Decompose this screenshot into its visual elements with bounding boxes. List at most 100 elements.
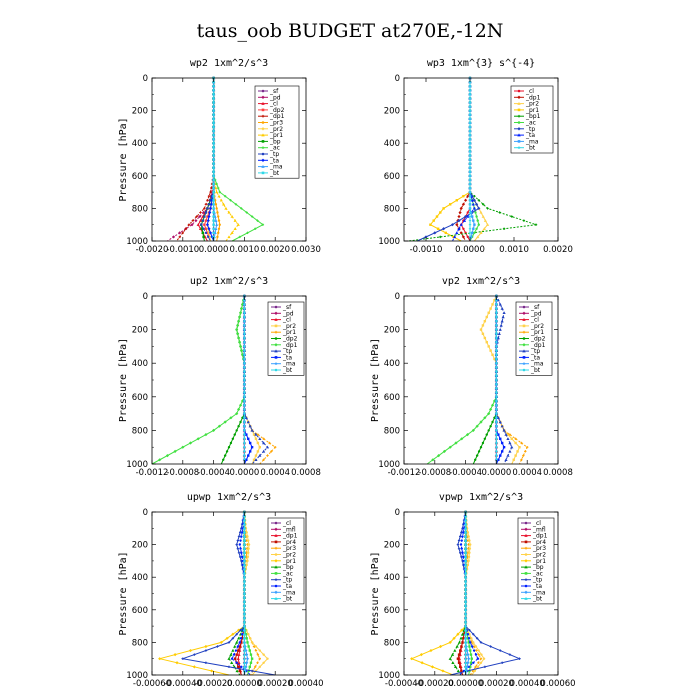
legend-item: _bt: [514, 145, 536, 152]
legend-item: _tp: [514, 126, 535, 133]
legend-label: _ma: [530, 361, 544, 368]
y-tick-label: 400: [132, 139, 148, 149]
y-tick-label: 600: [384, 606, 400, 616]
legend-item: _cl: [519, 317, 539, 324]
legend-label: _bt: [525, 145, 536, 152]
legend-label: _cl: [532, 520, 541, 527]
legend: _sf_pd_cl_dp2_dp1_pr3_pr2_pr1_bp_ac_tp_t…: [254, 85, 300, 179]
legend-label: _ta: [282, 354, 292, 361]
legend: _cl_mfl_dp1_pr4_pr3_pr2_pr1_bp_ac_tp_ta_…: [517, 517, 555, 605]
x-tick-label: 0.00000: [227, 679, 262, 689]
y-tick-label: 600: [384, 172, 400, 182]
legend-label: _dp1: [269, 113, 285, 120]
legend-item: _tp: [519, 348, 540, 355]
y-tick-label: 0: [395, 292, 400, 302]
legend-item: _ta: [519, 354, 540, 361]
legend-item: _ta: [258, 157, 279, 164]
legend-label: _pr2: [532, 552, 546, 559]
legend-item: _pr1: [258, 132, 283, 139]
series-line: [495, 295, 513, 465]
x-tick-label: -0.0012: [388, 468, 421, 478]
legend-label: _sf: [530, 304, 540, 311]
y-tick-label: 1000: [378, 671, 400, 681]
x-tick-label: -0.00040: [164, 679, 202, 689]
x-tick-label: 0.00020: [479, 679, 514, 689]
legend-label: _ta: [282, 583, 292, 590]
x-tick-label: 0.00040: [510, 679, 545, 689]
legend-item: _sf: [258, 88, 279, 95]
legend-item: _pr1: [521, 558, 546, 565]
legend-label: _ma: [269, 164, 283, 171]
panel-title: vpwp 1xm^2/s^3: [439, 492, 523, 503]
legend-item: _pd: [271, 310, 294, 317]
legend-item: _pr2: [271, 552, 296, 559]
legend-item: _cl: [258, 101, 278, 108]
panel-title: up2 1xm^2/s^3: [190, 276, 268, 287]
legend-item: _ac: [271, 570, 293, 577]
y-tick-label: 800: [384, 204, 400, 214]
legend-label: _ta: [269, 157, 279, 164]
legend-item: _bp: [258, 138, 281, 145]
legend-label: _tp: [282, 348, 292, 355]
series-bt: [495, 294, 498, 464]
legend-label: _pr3: [269, 120, 283, 127]
x-tick-label: 0.0000: [230, 468, 260, 478]
legend-item: _ma: [258, 164, 283, 171]
legend-label: _dp1: [532, 533, 548, 540]
legend-label: _ta: [532, 583, 542, 590]
legend-label: _dp2: [269, 107, 285, 114]
panel-title: upwp 1xm^2/s^3: [187, 492, 271, 503]
legend-label: _pd: [269, 94, 281, 101]
figure-title: taus_oob BUDGET at270E,-12N: [196, 20, 504, 42]
legend-item: _dp1: [521, 533, 548, 540]
x-tick-label: 0.0000: [455, 245, 485, 255]
y-tick-label: 200: [132, 541, 148, 551]
legend-label: _ta: [525, 132, 535, 139]
legend-label: _dp1: [282, 342, 298, 349]
legend-item: _mfl: [271, 526, 296, 533]
legend-item: _pr1: [271, 558, 296, 565]
legend-label: _ma: [282, 589, 296, 596]
y-tick-label: 200: [132, 107, 148, 117]
x-tick-label: 0.0010: [499, 245, 529, 255]
y-tick-label: 400: [384, 573, 400, 583]
y-tick-label: 0: [143, 74, 148, 84]
y-tick-label: 800: [132, 426, 148, 436]
y-tick-label: 400: [132, 359, 148, 369]
legend-item: _bp: [271, 564, 294, 571]
legend-label: _tp: [269, 151, 279, 158]
legend-label: _ac: [269, 145, 280, 152]
legend-label: _pr1: [525, 107, 539, 114]
legend-item: _pr3: [258, 120, 283, 127]
legend-item: _dp2: [258, 107, 285, 114]
legend-item: _sf: [271, 304, 292, 311]
legend-label: _tp: [525, 126, 535, 133]
legend-item: _ma: [521, 589, 546, 596]
y-axis-label: Pressure [hPa]: [370, 338, 381, 422]
legend-label: _pd: [530, 310, 542, 317]
legend-item: _tp: [258, 151, 279, 158]
y-tick-label: 200: [384, 107, 400, 117]
series-pr1: [410, 510, 468, 676]
legend-label: _pr2: [282, 552, 296, 559]
legend-item: _bt: [519, 367, 541, 374]
legend-label: _bp: [269, 138, 281, 145]
x-tick-label: 0.0020: [260, 245, 290, 255]
legend-label: _cl: [525, 88, 534, 95]
x-tick-label: -0.00020: [416, 679, 454, 689]
legend-item: _ac: [521, 570, 543, 577]
legend-item: _mfl: [521, 526, 546, 533]
chart-panel-6: vpwp 1xm^2/s^3 Pressure [hPa] 0 200 400 600 80…: [370, 492, 576, 689]
y-axis-label: Pressure [hPa]: [118, 117, 129, 201]
legend-item: _pr4: [521, 539, 546, 546]
legend-item: _dp2: [519, 336, 546, 343]
x-tick-label: -0.0020: [136, 245, 169, 255]
x-tick-label: 0.0010: [230, 245, 260, 255]
legend-item: _ta: [521, 583, 542, 590]
x-tick-label: -0.00040: [385, 679, 423, 689]
legend-item: _pr2: [258, 126, 283, 133]
legend-item: _pd: [519, 310, 542, 317]
legend-item: _bt: [271, 596, 293, 603]
legend: _cl_dp1_pr2_pr1_bp1_ac_tp_ta_ma_bt: [510, 85, 554, 154]
legend-label: _cl: [282, 317, 291, 324]
